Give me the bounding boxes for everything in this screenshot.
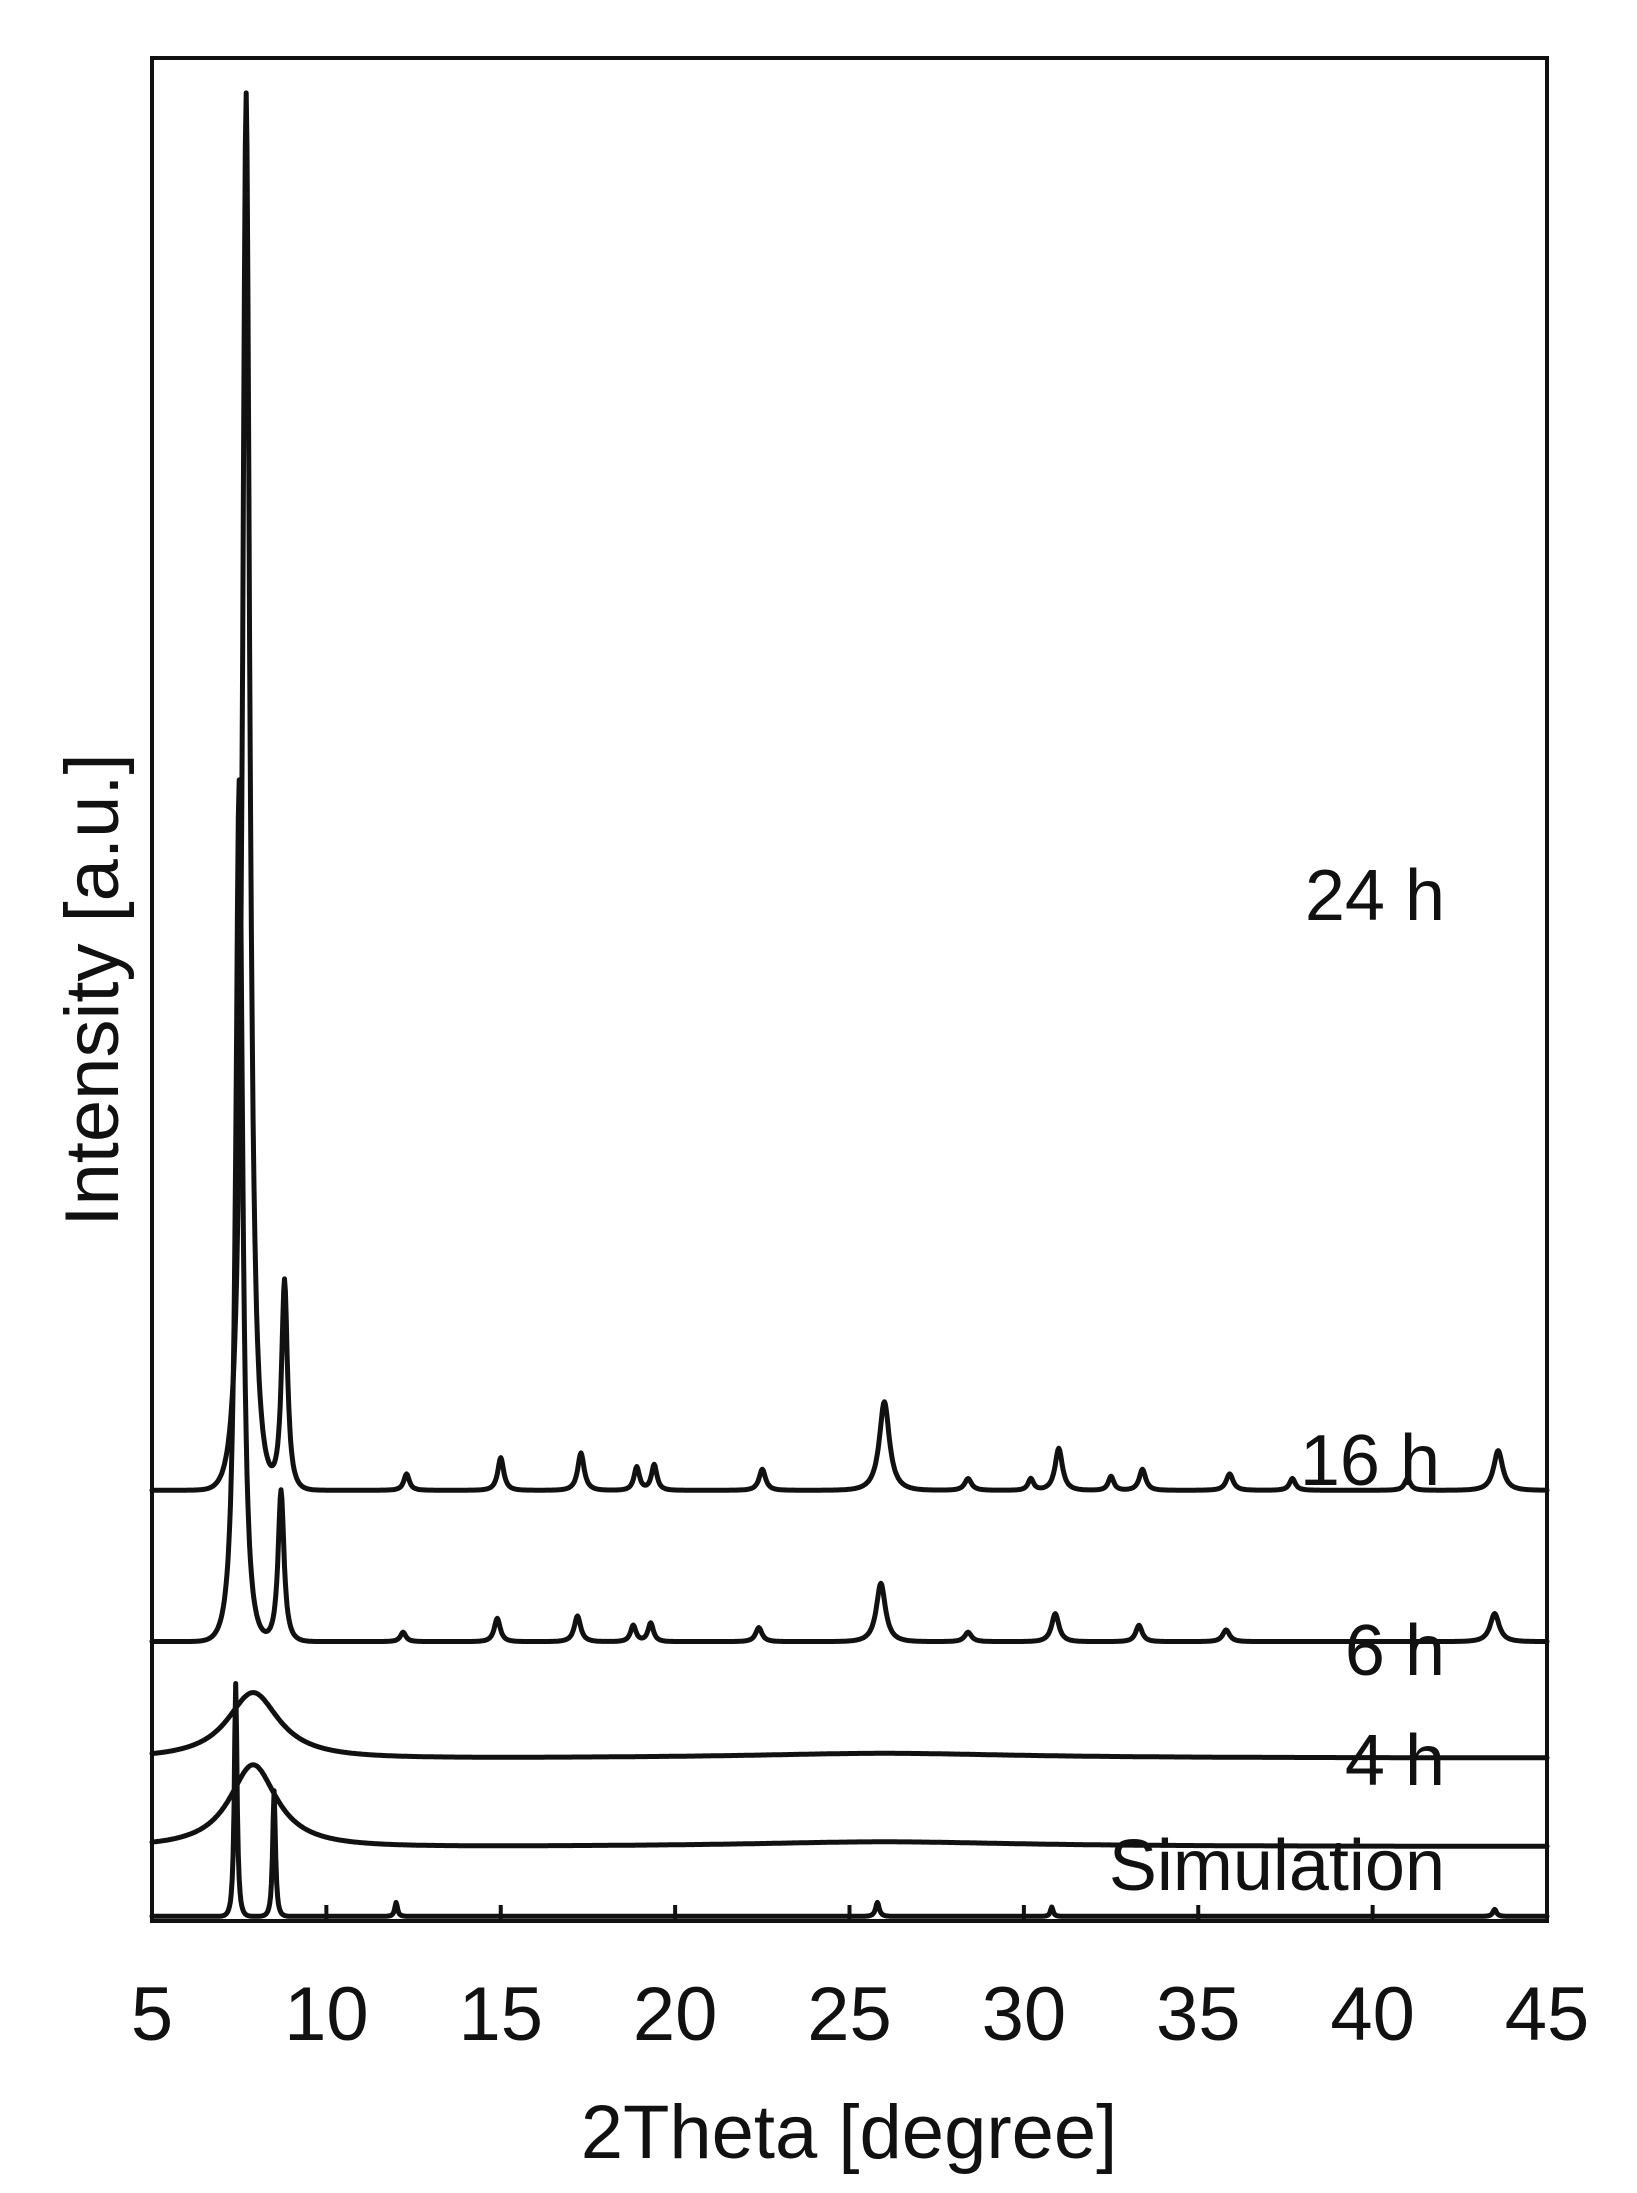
x-tick-label-5: 5 xyxy=(131,1972,173,2057)
x-ticks-layer: 5 10 15 20 25 30 35 40 45 xyxy=(131,1905,1589,2057)
x-tick-label-35: 35 xyxy=(1156,1972,1241,2057)
series-line-24-h xyxy=(149,90,1550,1493)
series-label-24-h: 24 h xyxy=(1305,856,1445,936)
series-label-6-h: 6 h xyxy=(1345,1611,1445,1691)
x-tick-label-45: 45 xyxy=(1505,1972,1590,2057)
series-label-simulation: Simulation xyxy=(1109,1826,1445,1906)
x-tick-label-15: 15 xyxy=(458,1972,543,2057)
series-label-16-h: 16 h xyxy=(1300,1421,1440,1501)
series-line-6-h xyxy=(149,1690,1550,1761)
x-tick-label-25: 25 xyxy=(807,1972,892,2057)
y-axis-title: Intensity [a.u.] xyxy=(50,753,135,1226)
x-tick-label-10: 10 xyxy=(284,1972,369,2057)
x-tick-label-40: 40 xyxy=(1330,1972,1415,2057)
series-line-4-h xyxy=(149,1762,1550,1849)
series-labels-layer: 24 h 16 h 6 h 4 h Simulation xyxy=(1109,856,1445,1906)
series-label-4-h: 4 h xyxy=(1345,1721,1445,1801)
x-axis-title: 2Theta [degree] xyxy=(581,2090,1118,2175)
x-tick-label-20: 20 xyxy=(633,1972,718,2057)
traces-layer xyxy=(149,90,1550,1919)
series-line-16-h xyxy=(149,777,1550,1644)
x-tick-label-30: 30 xyxy=(982,1972,1067,2057)
